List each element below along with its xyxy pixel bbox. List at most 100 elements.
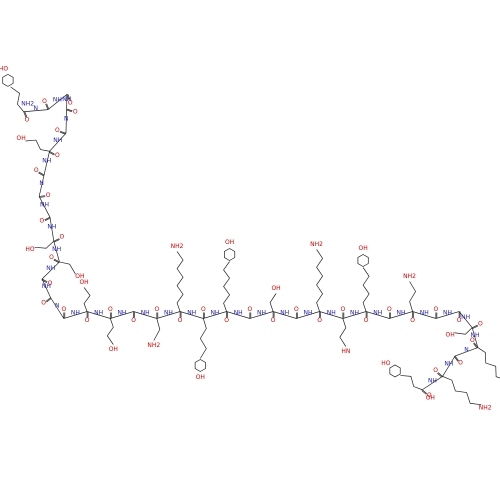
atom-label: NH [461, 314, 470, 321]
bond [41, 279, 48, 284]
bond [453, 356, 459, 362]
atom-label: NH [428, 378, 437, 385]
side-chain [477, 347, 500, 379]
atom-label: NH [257, 310, 266, 317]
atom-label: NH [141, 310, 150, 317]
atom-label: N [34, 105, 39, 112]
atom-label: O [25, 117, 30, 124]
atom-label: NH [42, 158, 51, 165]
atom-label: NH [42, 283, 51, 290]
bond [48, 151, 55, 156]
ring [357, 254, 369, 267]
bond [421, 390, 427, 395]
bond [46, 298, 52, 303]
bond [59, 131, 66, 135]
atom-label: O [364, 317, 369, 324]
bond [39, 195, 46, 197]
bond [23, 111, 27, 118]
bond [472, 324, 478, 328]
side-chain [34, 240, 55, 249]
side-chain [106, 318, 114, 345]
atom-label: NH2 [147, 342, 160, 349]
bond [38, 171, 45, 176]
side-chain [362, 267, 370, 312]
bond [66, 94, 70, 101]
bond [24, 111, 28, 118]
atom-label: O [41, 300, 46, 307]
atom-label: OH [109, 346, 118, 353]
bond [53, 259, 60, 264]
side-chain [83, 287, 91, 312]
atom-label: O [154, 306, 159, 313]
atom-label: O [410, 317, 415, 324]
atom-label: NH [46, 265, 55, 272]
atom-label: NH [40, 201, 49, 208]
atom-label: NH [234, 310, 243, 317]
ring [389, 364, 401, 378]
atom-label: NH2 [310, 241, 323, 248]
side-chain [10, 86, 24, 112]
bond [44, 217, 51, 222]
bond [39, 196, 46, 198]
atom-label: NH2 [21, 100, 34, 107]
side-chain [409, 281, 417, 312]
atom-label: O [34, 167, 39, 174]
atom-label: NH [327, 310, 336, 317]
atom-label: O [427, 392, 432, 399]
bond [46, 103, 50, 110]
bond [38, 172, 44, 177]
atom-label: NH [303, 310, 312, 317]
bond [54, 239, 60, 243]
atom-label: NH [53, 97, 62, 104]
atom-label: HO [25, 246, 35, 253]
atom-label: NH [443, 310, 452, 317]
atom-label: NH [444, 361, 453, 368]
atom-label: O [48, 280, 53, 287]
atom-label: HO [381, 360, 391, 367]
atom-label: HO [0, 66, 8, 73]
atom-label: O [470, 337, 475, 344]
atom-label: NH [350, 310, 359, 317]
atom-label: O [73, 108, 78, 115]
side-chain [454, 327, 473, 335]
side-chain [25, 139, 50, 152]
bond [49, 150, 55, 155]
atom-label: NH [52, 246, 61, 253]
atom-label: NH [62, 96, 71, 103]
atom-label: O [458, 360, 463, 367]
atom-label: NH2 [479, 405, 492, 412]
bond [45, 103, 49, 110]
atom-label: OH [225, 239, 234, 246]
bond [53, 258, 60, 263]
side-chain [176, 251, 184, 312]
atom-label: O [387, 306, 392, 313]
bond [437, 372, 443, 377]
side-chain [59, 261, 76, 275]
ring [224, 248, 236, 261]
atom-label: O [42, 98, 47, 105]
atom-label: NH2 [403, 273, 416, 280]
atom-label: NH2 [171, 243, 184, 250]
atom-label: O [131, 317, 136, 324]
atom-label: O [340, 306, 345, 313]
atom-label: NH [280, 310, 289, 317]
atom-label: NH [53, 137, 62, 144]
atom-label: OH [446, 331, 455, 338]
atom-label: O [433, 306, 438, 313]
atom-label: OH [79, 279, 88, 286]
side-chain [153, 318, 161, 341]
atom-label: NH [164, 310, 173, 317]
bond [422, 389, 428, 394]
atom-label: OH [271, 285, 280, 292]
bond [53, 238, 60, 242]
atom-label: N [64, 116, 69, 123]
atom-label: O [271, 317, 276, 324]
side-chain [269, 293, 277, 312]
atom-label: NH [71, 310, 80, 317]
atom-label: OH [358, 245, 367, 252]
atom-label: O [317, 317, 322, 324]
atom-label: OH [196, 374, 205, 381]
atom-label: O [46, 192, 51, 199]
side-chain [400, 375, 423, 391]
atom-label: NH [210, 310, 219, 317]
